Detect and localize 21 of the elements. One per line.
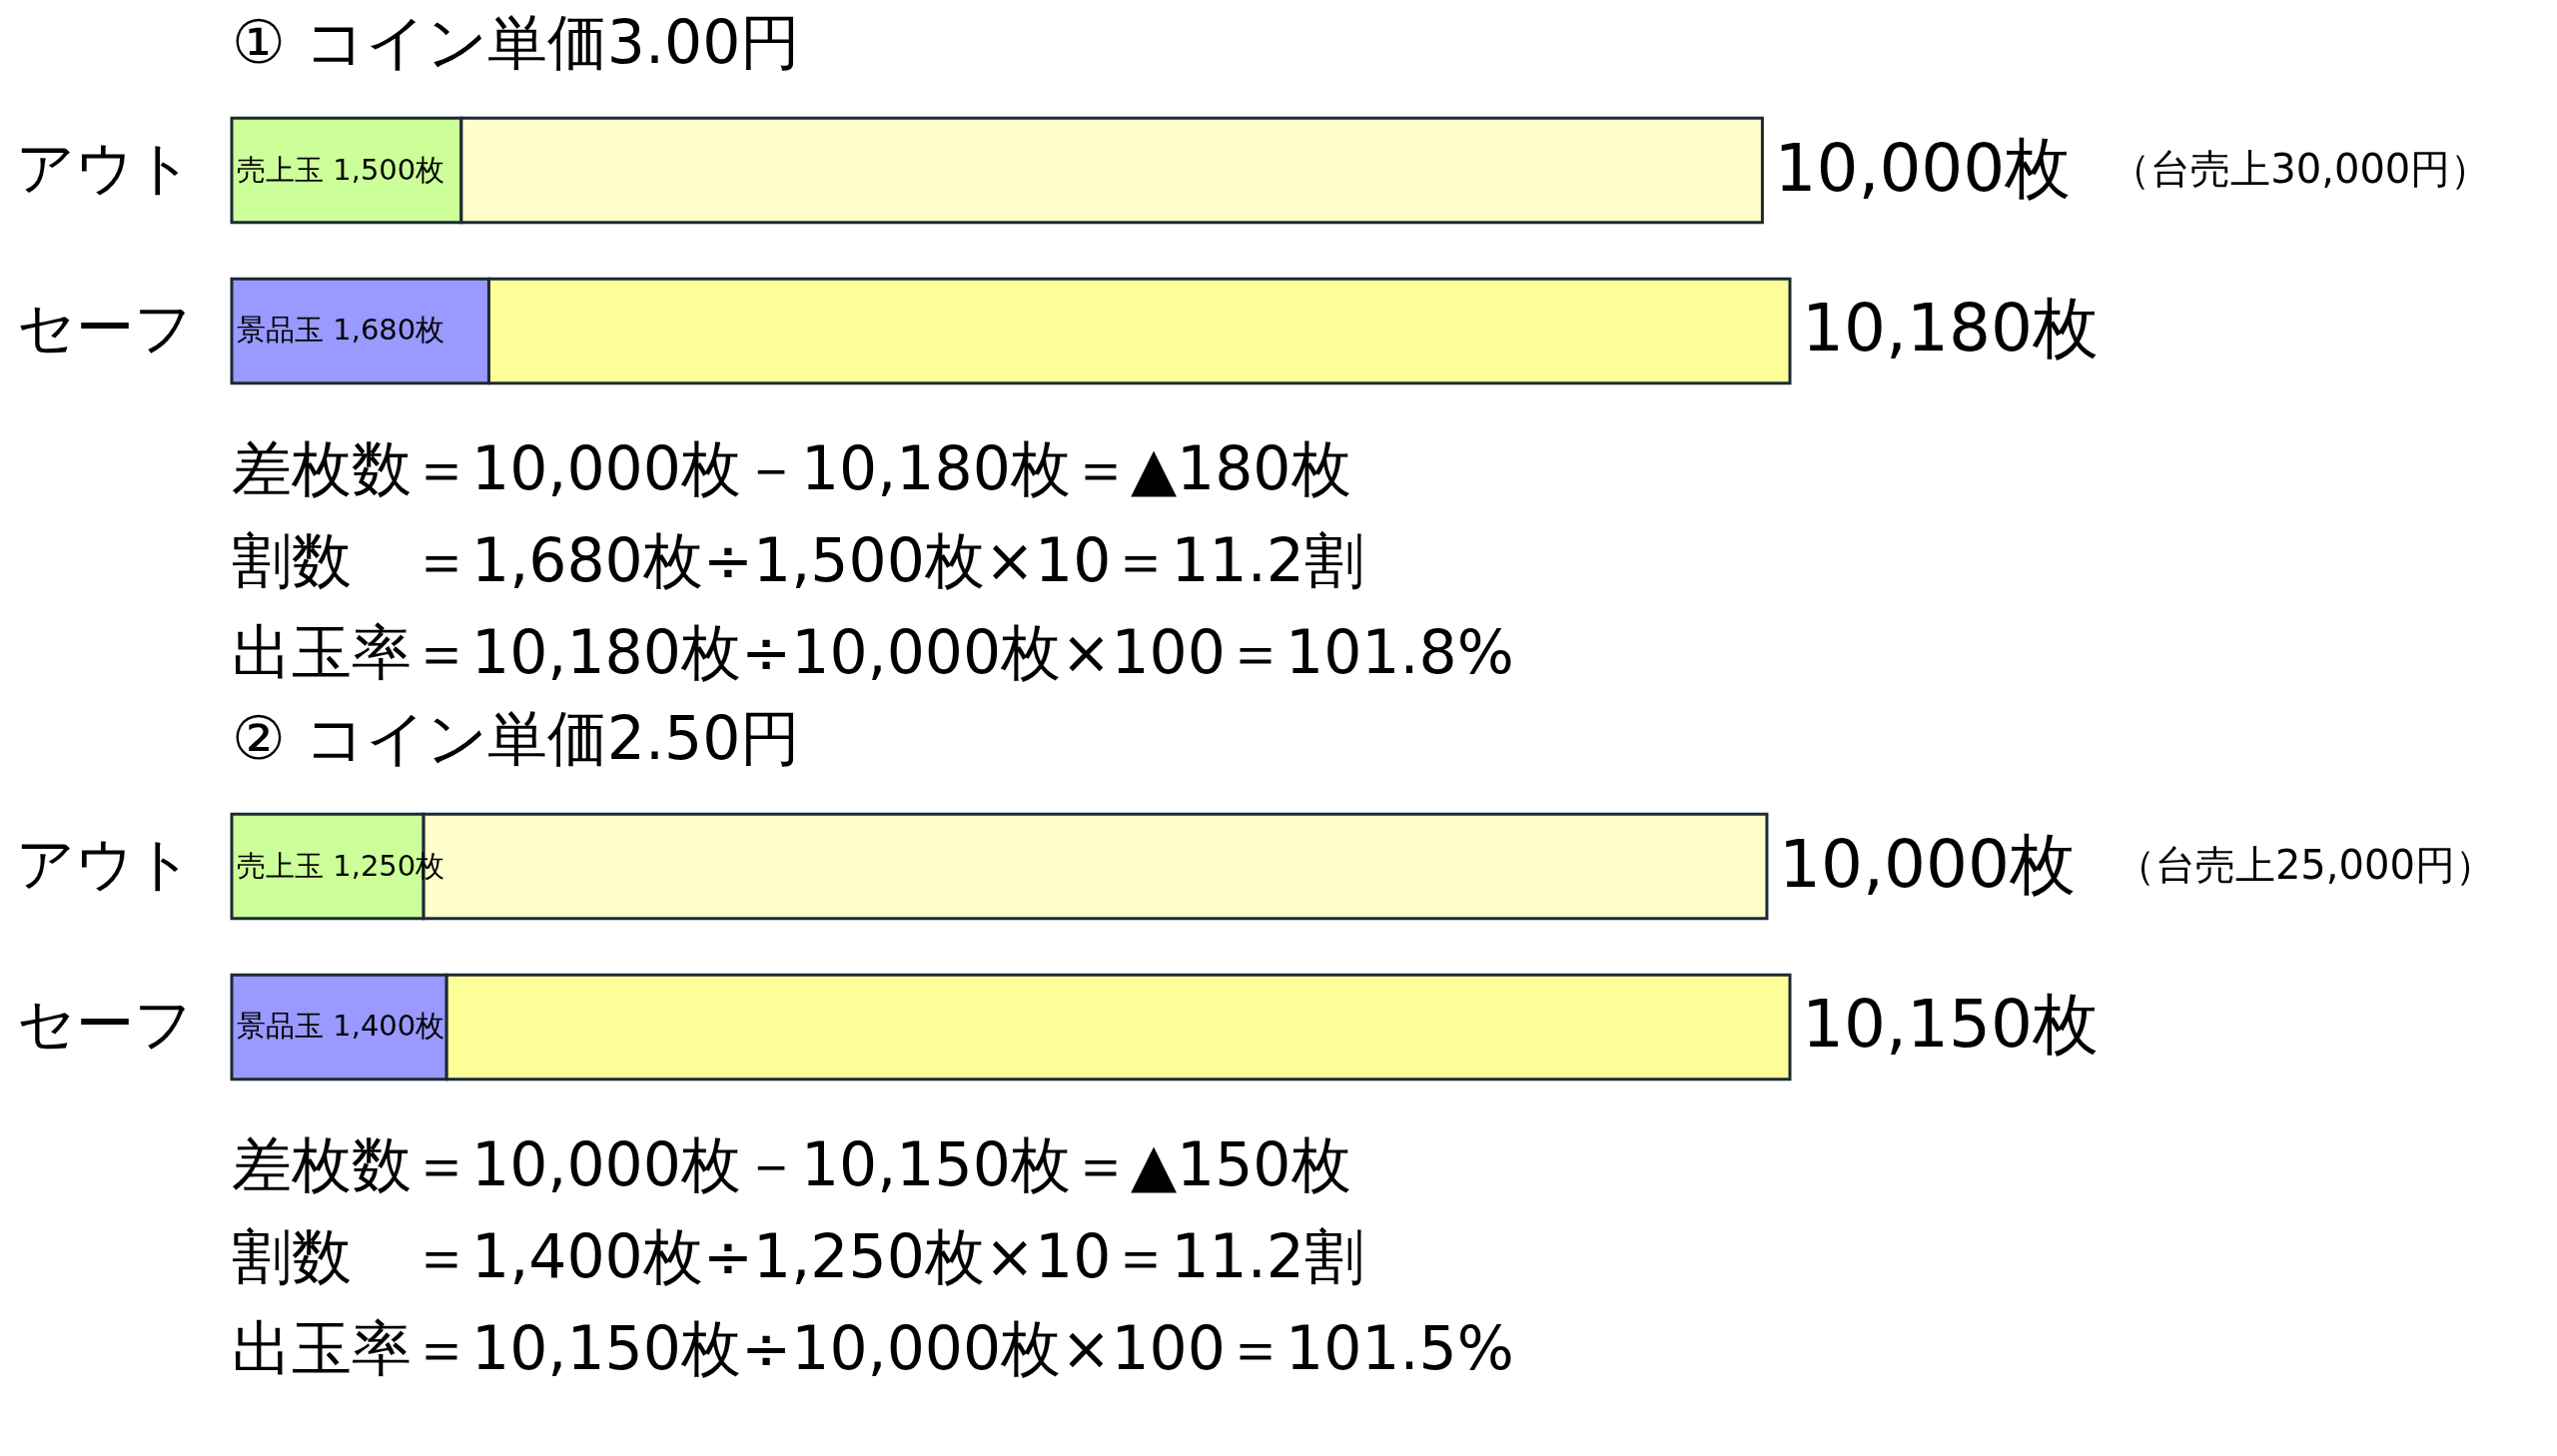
- total-label: 10,000枚: [1778, 825, 2076, 903]
- text: 割数 ＝1,680枚÷1,500枚×10＝11.2割: [232, 525, 1365, 595]
- y-tick-label: セーフ: [16, 990, 193, 1059]
- text: 出玉率＝10,180枚÷10,000枚×100＝101.8%: [232, 617, 1514, 687]
- data-label: 景品玉 1,680枚: [237, 313, 445, 348]
- y-tick-label: アウト: [15, 133, 193, 202]
- data-label: 売上玉 1,500枚: [237, 152, 445, 187]
- chart-title: ② コイン単価2.50円: [232, 703, 801, 773]
- text: 差枚数＝10,000枚－10,150枚＝▲150枚: [232, 1129, 1351, 1199]
- data-label: 景品玉 1,400枚: [237, 1009, 445, 1044]
- y-tick-label: アウト: [15, 829, 193, 898]
- y-tick-label: セーフ: [16, 294, 193, 363]
- text: 差枚数＝10,000枚－10,180枚＝▲180枚: [232, 433, 1351, 503]
- text: 割数 ＝1,400枚÷1,250枚×10＝11.2割: [232, 1221, 1365, 1291]
- text: （台売上30,000円）: [2111, 145, 2491, 192]
- total-label: 10,000枚: [1774, 129, 2072, 207]
- text: （台売上25,000円）: [2115, 841, 2495, 888]
- total-label: 10,180枚: [1802, 290, 2099, 367]
- chart-title: ① コイン単価3.00円: [232, 7, 801, 77]
- total-label: 10,150枚: [1802, 986, 2099, 1064]
- text: 出玉率＝10,150枚÷10,000枚×100＝101.5%: [232, 1313, 1514, 1383]
